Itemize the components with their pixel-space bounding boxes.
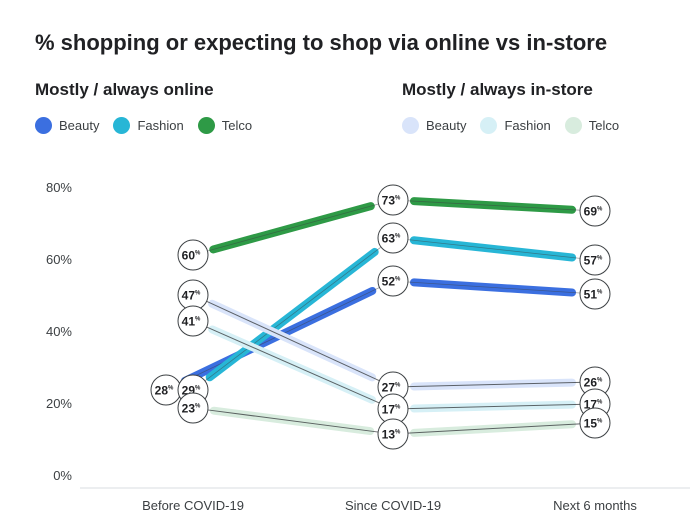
data-point xyxy=(377,184,409,216)
data-point xyxy=(377,418,409,450)
data-point xyxy=(177,305,209,337)
chart-title: % shopping or expecting to shop via onli… xyxy=(35,30,608,55)
legend-label: Beauty xyxy=(426,118,467,133)
y-tick-label: 60% xyxy=(46,252,72,267)
data-point xyxy=(579,195,611,227)
data-point xyxy=(579,278,611,310)
data-point xyxy=(177,239,209,271)
x-tick-label: Before COVID-19 xyxy=(142,498,244,513)
legend-label: Telco xyxy=(221,118,253,133)
series-connector xyxy=(407,423,581,434)
legend-dot-icon xyxy=(402,117,419,134)
legend-dot-icon xyxy=(197,117,215,134)
series-connector xyxy=(407,381,581,388)
x-tick-label: Next 6 months xyxy=(553,498,637,513)
y-tick-label: 20% xyxy=(46,396,72,411)
legend-online: Beauty Fashion Telco xyxy=(35,117,252,134)
legend-dot-icon xyxy=(480,117,498,134)
series-connector xyxy=(206,300,380,382)
legend-label: Telco xyxy=(588,118,620,133)
group-title-instore: Mostly / always in-store xyxy=(402,80,593,99)
data-point xyxy=(377,222,409,254)
y-tick-label: 80% xyxy=(46,180,72,195)
legend-dot-icon xyxy=(564,117,582,134)
series-connector xyxy=(407,281,581,294)
series-connector xyxy=(407,239,581,259)
series-connector xyxy=(206,326,380,404)
x-tick-label: Since COVID-19 xyxy=(345,498,441,513)
legend-dot-icon xyxy=(113,117,131,134)
legend-instore: Beauty Fashion Telco xyxy=(402,117,619,134)
data-point xyxy=(579,244,611,276)
group-title-online: Mostly / always online xyxy=(35,80,214,99)
series-connector xyxy=(407,403,581,410)
series-connector xyxy=(204,246,382,382)
legend-label: Fashion xyxy=(137,118,184,133)
y-tick-label: 40% xyxy=(46,324,72,339)
data-point xyxy=(579,407,611,439)
legend-label: Fashion xyxy=(504,118,551,133)
y-tick-label: 0% xyxy=(53,468,72,483)
data-point xyxy=(177,392,209,424)
data-point xyxy=(377,265,409,297)
legend-dot-icon xyxy=(35,117,52,134)
series-connector xyxy=(407,200,581,211)
series-connector xyxy=(207,203,379,252)
series-connector xyxy=(207,409,379,433)
legend-label: Beauty xyxy=(59,118,100,133)
